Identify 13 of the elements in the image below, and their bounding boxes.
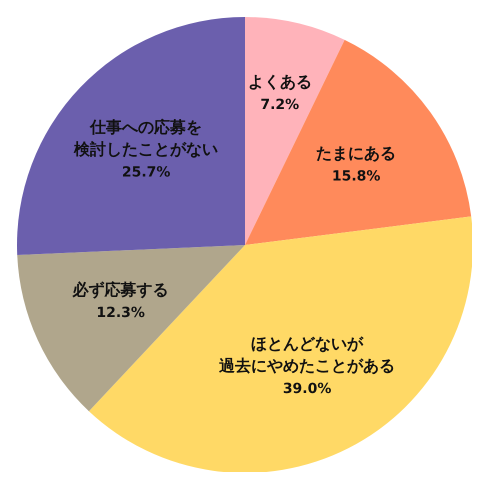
pie-slice bbox=[88, 216, 472, 472]
data-label: 25.7% bbox=[122, 164, 170, 180]
pie-slice bbox=[17, 17, 245, 256]
slice-label: 仕事への応募を検討したことがない bbox=[73, 118, 218, 159]
data-label: 12.3% bbox=[96, 304, 145, 321]
slice-label: よくある bbox=[248, 72, 312, 92]
slice-label: ほとんどないが過去にやめたことがある bbox=[218, 334, 396, 376]
data-label: 39.0% bbox=[282, 380, 332, 397]
pie-slice bbox=[245, 40, 472, 245]
data-label: 7.2% bbox=[260, 96, 300, 113]
slice-label: たまにある bbox=[316, 144, 396, 163]
data-label: 15.8% bbox=[332, 168, 380, 184]
slice-label: 必ず応募する bbox=[72, 280, 169, 300]
